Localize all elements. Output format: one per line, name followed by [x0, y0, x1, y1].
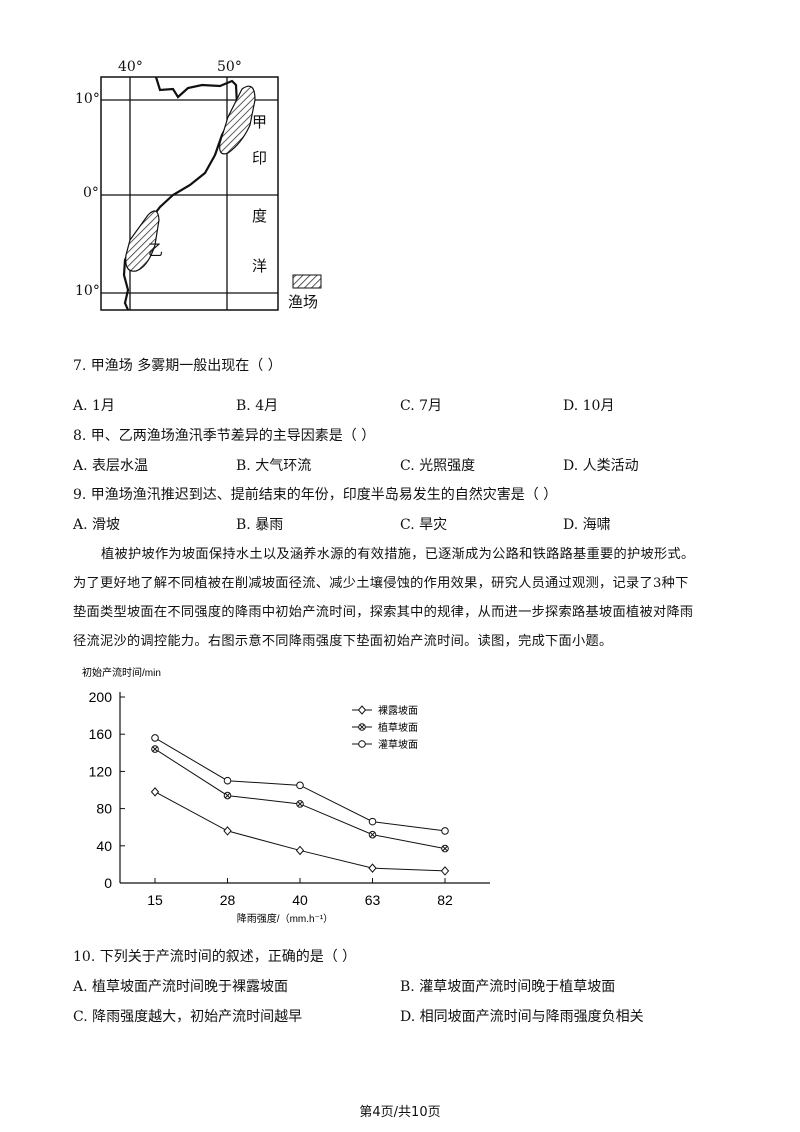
xcircle-cross — [297, 801, 303, 807]
question-7-stem: 7. 甲渔场 多雾期一般出现在（ ） — [73, 358, 282, 374]
x-tick-label: 40 — [292, 892, 308, 908]
fishery-jia — [219, 85, 256, 155]
label-ocean-3: 洋 — [252, 257, 268, 275]
q9-option-d: D. 海啸 — [563, 517, 611, 533]
question-9-stem: 9. 甲渔场渔汛推迟到达、提前结束的年份，印度半岛易发生的自然灾害是（ ） — [73, 487, 558, 503]
question-10-stem: 10. 下列关于产流时间的叙述，正确的是（ ） — [73, 949, 357, 965]
circle-marker — [368, 817, 377, 826]
diamond-marker — [295, 845, 305, 856]
legend-hatch-swatch — [292, 274, 322, 289]
passage-line-4: 径流泥沙的调控能力。右图示意不同降雨强度下垫面初始产流时间。读图，完成下面小题。 — [73, 634, 613, 649]
xcircle-cross — [152, 746, 158, 752]
q7-option-c: C. 7月 — [400, 398, 443, 414]
lon-label-40: 40° — [118, 59, 143, 75]
fishery-map: 40° 50° 10° 0° 10° 甲 乙 印 度 洋 渔场 — [70, 55, 370, 320]
circle-marker — [441, 827, 449, 835]
lat-label-0: 0° — [83, 185, 99, 201]
passage-line-2: 为了更好地了解不同植被在削减坡面径流、减少土壤侵蚀的作用效果，研究人员通过观测，… — [73, 576, 689, 591]
label-ocean-2: 度 — [252, 207, 268, 225]
coastline — [122, 76, 239, 311]
q7-option-d: D. 10月 — [563, 398, 615, 414]
map-frame — [100, 76, 279, 311]
q9-option-c: C. 旱灾 — [400, 517, 448, 533]
label-yi: 乙 — [148, 241, 164, 259]
diamond-marker — [368, 863, 377, 873]
xcircle-cross — [359, 724, 365, 730]
q9-option-a: A. 滑坡 — [73, 517, 121, 533]
x-tick-label: 15 — [147, 892, 163, 908]
chart-svg: 初始产流时间/min 降雨强度/（mm.h⁻¹） 200 160 120 80 40 0 1… — [82, 666, 490, 925]
q8-option-a: A. 表层水温 — [73, 458, 149, 474]
xcircle-cross — [442, 845, 448, 852]
y-tick-label: 200 — [89, 689, 113, 705]
q10-option-c: C. 降雨强度越大，初始产流时间越早 — [73, 1009, 303, 1025]
legend-label: 植草坡面 — [378, 721, 418, 734]
q7-option-a: A. 1月 — [73, 398, 115, 414]
reading-passage: 植被护坡作为坡面保持水土以及涵养水源的有效措施，已逐渐成为公路和铁路路基重要的护… — [73, 540, 733, 656]
q10-option-d: D. 相同坡面产流时间与降雨强度负相关 — [400, 1009, 644, 1025]
q10-option-a: A. 植草坡面产流时间晚于裸露坡面 — [73, 979, 289, 995]
chart-xlabel: 降雨强度/（mm.h⁻¹） — [237, 912, 333, 925]
diamond-marker — [223, 826, 232, 836]
y-tick-label: 120 — [89, 763, 113, 779]
y-tick-label: 40 — [96, 838, 112, 854]
chart-ylabel: 初始产流时间/min — [82, 666, 161, 679]
legend-label: 灌草坡面 — [378, 738, 418, 751]
y-tick-label: 80 — [96, 801, 112, 817]
circle-marker — [223, 776, 232, 785]
x-tick-label: 63 — [365, 892, 381, 908]
lat-label-10s: 10° — [75, 283, 100, 299]
y-tick-label: 0 — [104, 875, 112, 891]
legend-label: 裸露坡面 — [378, 704, 418, 717]
q8-option-c: C. 光照强度 — [400, 458, 476, 474]
q10-option-b: B. 灌草坡面产流时间晚于植草坡面 — [400, 979, 616, 995]
page-footer: 第4页/共10页 — [359, 1105, 441, 1120]
fishery-yi — [125, 210, 160, 272]
legend-label: 渔场 — [288, 293, 319, 311]
passage-line-3: 垫面类型坡面在不同强度的降雨中初始产流时间，探索其中的规律，从而进一步探索路基坡… — [73, 605, 694, 620]
xcircle-cross — [224, 792, 231, 799]
q7-option-b: B. 4月 — [236, 398, 279, 414]
q9-option-b: B. 暴雨 — [236, 517, 284, 533]
label-ocean-1: 印 — [252, 149, 268, 167]
xcircle-cross — [369, 831, 376, 838]
diamond-marker — [150, 787, 160, 797]
circle-marker — [358, 740, 366, 748]
passage-line-1: 植被护坡作为坡面保持水土以及涵养水源的有效措施，已逐渐成为公路和铁路路基重要的护… — [101, 547, 695, 562]
map-svg — [100, 76, 322, 311]
x-tick-label: 28 — [220, 892, 236, 908]
circle-marker — [296, 781, 304, 790]
lon-label-50: 50° — [217, 59, 242, 75]
runoff-chart: 初始产流时间/min 降雨强度/（mm.h⁻¹） 200 160 120 80 40 0 1… — [60, 662, 520, 932]
diamond-marker — [440, 866, 450, 876]
diamond-marker — [357, 705, 367, 715]
q8-option-d: D. 人类活动 — [563, 458, 639, 474]
label-jia: 甲 — [252, 113, 268, 131]
lat-label-10n: 10° — [75, 91, 100, 107]
y-tick-label: 160 — [89, 726, 113, 742]
q8-option-b: B. 大气环流 — [236, 458, 312, 474]
circle-marker — [151, 734, 159, 742]
question-8-stem: 8. 甲、乙两渔场渔汛季节差异的主导因素是（ ） — [73, 428, 376, 444]
x-tick-label: 82 — [437, 892, 453, 908]
